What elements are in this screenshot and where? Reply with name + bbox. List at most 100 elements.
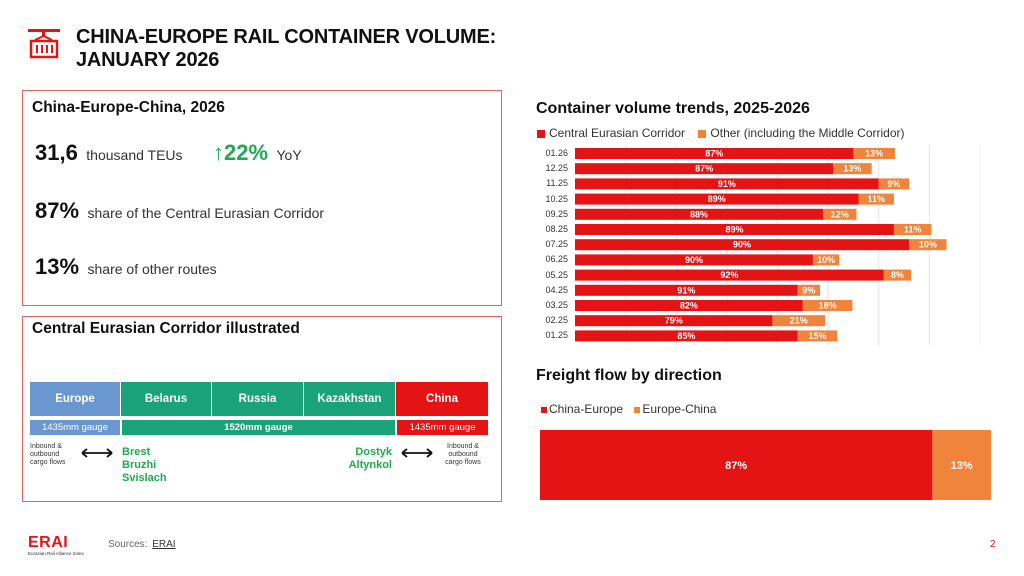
y-tick-label: 06.25 [545, 254, 568, 265]
flow-label-europe-china: 13% [951, 460, 973, 472]
segment-belarus: Belarus [121, 382, 212, 416]
bar-other-06.25 [812, 254, 840, 266]
data-label-other-05.25: 8% [891, 270, 904, 280]
other-share-label: share of other routes [87, 261, 217, 277]
segment-europe: Europe [30, 382, 121, 416]
other-share-value: 13% [35, 254, 80, 279]
legend-central-label: Central Eurasian Corridor [549, 126, 686, 140]
gauge-left: 1435mm gauge [30, 420, 120, 435]
trends-heading: Container volume trends, 2025-2026 [536, 100, 810, 117]
bar-other-03.25 [802, 300, 853, 311]
data-label-central-03.25: 82% [680, 301, 698, 311]
data-label-central-05.25: 92% [720, 270, 738, 280]
segment-russia: Russia [212, 382, 304, 416]
volume-unit: thousand TEUs [86, 147, 183, 163]
bar-central-12.25 [575, 163, 834, 175]
y-tick-label: 12.25 [545, 163, 568, 174]
bar-central-04.25 [575, 284, 798, 296]
data-label-central-09.25: 88% [690, 209, 708, 219]
data-label-other-07.25: 10% [919, 240, 937, 250]
gauge-right: 1435mm gauge [397, 420, 488, 435]
legend-china-europe-label: China-Europe [549, 402, 624, 416]
volume-value: 31,6 [35, 140, 78, 165]
sources-link[interactable]: ERAI [152, 539, 176, 550]
double-arrow-icon [400, 446, 434, 460]
legend-swatch-other [698, 129, 707, 138]
bar-other-04.25 [797, 284, 821, 296]
bar-central-02.25 [575, 315, 773, 327]
data-label-central-08.25: 89% [725, 225, 743, 235]
data-label-central-06.25: 90% [685, 255, 703, 265]
y-tick-label: 04.25 [545, 284, 568, 295]
page-title: CHINA-EUROPE RAIL CONTAINER VOLUME: JANU… [76, 26, 497, 71]
data-label-other-02.25: 21% [790, 316, 808, 326]
flow-bar-china-europe [540, 430, 933, 500]
y-tick-label: 02.25 [545, 315, 568, 326]
data-label-other-12.25: 13% [843, 164, 861, 174]
bar-central-08.25 [575, 224, 894, 235]
other-share-row: 13% share of other routes [35, 254, 217, 280]
bar-central-05.25 [575, 269, 884, 281]
bar-other-12.25 [833, 163, 872, 175]
y-tick-label: 03.25 [545, 300, 568, 310]
flow-bar-europe-china [932, 430, 991, 500]
bar-other-07.25 [909, 239, 947, 251]
data-label-other-11.25: 9% [887, 179, 900, 189]
corridor-heading: Central Eurasian Corridor illustrated [32, 320, 300, 337]
central-share-value: 87% [35, 198, 80, 223]
bar-central-09.25 [575, 208, 824, 220]
data-label-central-10.25: 89% [708, 194, 726, 204]
bar-central-06.25 [575, 254, 813, 266]
y-tick-label: 10.25 [545, 193, 568, 204]
sources: Sources: ERAI [108, 539, 176, 550]
bar-other-08.25 [893, 224, 932, 235]
flow-chart: 87% 13% [540, 430, 991, 500]
trends-legend: Central Eurasian Corridor Other (includi… [537, 126, 905, 140]
segment-china: China [396, 382, 488, 416]
segment-kazakhstan: Kazakhstan [304, 382, 396, 416]
flow-heading: Freight flow by direction [536, 367, 722, 384]
bar-central-03.25 [575, 300, 803, 311]
bar-central-01.25 [575, 330, 798, 342]
legend-europe-china-label: Europe-China [642, 402, 717, 416]
west-crossings: Brest Bruzhi Svislach [122, 446, 167, 484]
data-label-central-01.26: 87% [705, 149, 723, 159]
y-tick-label: 08.25 [545, 224, 568, 234]
bar-central-01.26 [575, 148, 854, 159]
bar-other-01.26 [853, 148, 895, 159]
y-tick-label: 11.25 [546, 178, 568, 189]
bar-other-02.25 [772, 315, 826, 327]
bar-other-09.25 [823, 208, 857, 220]
corridor-panel [22, 316, 502, 502]
bar-other-01.25 [797, 330, 838, 342]
trends-chart: 87% 13% 87% 13% 91% 9% 89% 11% 88% 12% 89% 11% 90% 10… [575, 145, 980, 345]
data-label-central-04.25: 91% [677, 285, 695, 295]
data-label-other-08.25: 11% [904, 225, 922, 235]
data-label-central-07.25: 90% [733, 240, 751, 250]
page-number: 2 [990, 539, 996, 550]
legend-swatch-europe-china [634, 406, 641, 413]
flow-note-left: Inbound & outbound cargo flows [30, 443, 66, 466]
data-label-other-09.25: 12% [831, 209, 849, 219]
y-tick-label: 09.25 [545, 208, 568, 219]
legend-swatch-china-europe [541, 406, 547, 413]
data-label-other-10.25: 11% [867, 194, 885, 204]
bar-other-05.25 [883, 269, 912, 281]
flow-legend: China-Europe Europe-China [541, 402, 716, 416]
data-label-other-03.25: 18% [819, 301, 837, 311]
east-crossings: Dostyk Altynkol [348, 446, 392, 471]
data-label-other-04.25: 9% [802, 285, 815, 295]
y-tick-label: 05.25 [545, 269, 568, 280]
up-arrow-icon: ↑ [212, 140, 224, 165]
y-tick-label: 01.25 [545, 330, 568, 341]
flow-note-right: Inbound & outbound cargo flows [445, 443, 481, 466]
bar-central-11.25 [575, 178, 879, 190]
erai-logo: ERAI Eurasian Rail Alliance Index [28, 534, 84, 557]
y-tick-label: 01.26 [545, 148, 568, 158]
data-label-central-01.25: 85% [677, 331, 695, 341]
bar-other-11.25 [878, 178, 910, 190]
bar-central-07.25 [575, 239, 910, 251]
flow-label-china-europe: 87% [725, 460, 747, 472]
bar-central-10.25 [575, 193, 859, 205]
yoy-value: 22% [223, 140, 269, 165]
